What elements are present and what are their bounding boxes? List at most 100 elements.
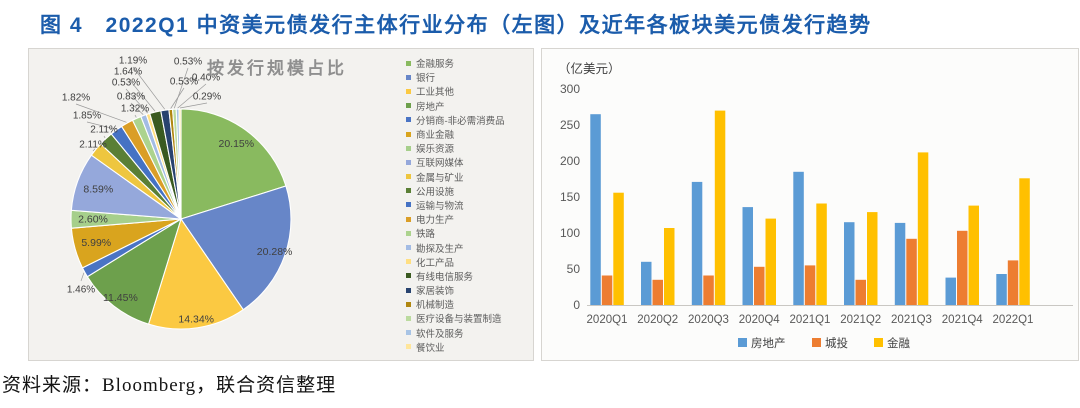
- pie-slice: [180, 185, 292, 311]
- legend-swatch: [406, 330, 411, 336]
- legend-swatch: [406, 273, 411, 279]
- bars: [590, 110, 1030, 305]
- pie-label: 0.40%: [192, 73, 220, 84]
- legend-swatch: [738, 338, 747, 347]
- pie-slice: [147, 217, 245, 330]
- pie-legend-item: 分销商-非必需消费品: [406, 113, 505, 127]
- leader-line: [125, 88, 148, 114]
- legend-label: 餐饮业: [416, 342, 445, 354]
- leader-line: [179, 102, 208, 109]
- legend-label: 分销商-非必需消费品: [416, 115, 505, 127]
- pie-legend-item: 化工产品: [406, 255, 505, 269]
- pie-legend-item: 勘探及生产: [406, 240, 505, 255]
- bar: [906, 238, 917, 305]
- pie-legend-item: 医疗设备与装置制造: [406, 311, 505, 325]
- pie-label: 1.19%: [119, 56, 147, 67]
- pie-label: 8.59%: [83, 183, 113, 195]
- pie-slice: [180, 108, 287, 220]
- legend-label: 娱乐资源: [416, 144, 455, 156]
- leader-line: [134, 114, 137, 118]
- legend-label: 房地产: [751, 336, 786, 350]
- leader-line: [127, 77, 156, 112]
- pie-legend-item: 软件及服务: [406, 326, 505, 340]
- pie-chart-title: 按发行规模占比: [207, 59, 347, 78]
- figure: 图 4 2022Q1 中资美元债发行主体行业分布（左图）及近年各板块美元债发行趋…: [2, 14, 1080, 396]
- legend-swatch: [406, 145, 411, 151]
- legend-swatch: [874, 338, 883, 347]
- bar: [996, 274, 1007, 305]
- legend-swatch: [406, 259, 411, 265]
- legend-swatch: [406, 230, 411, 236]
- bar: [703, 275, 714, 305]
- charts-row: 20.15% 20.28% 14.34% 11.45% 1.46% 5.99% 2.60% 8…: [28, 48, 1080, 361]
- bar: [816, 203, 827, 305]
- leader-line: [75, 103, 127, 123]
- bar: [742, 207, 753, 305]
- bar: [793, 171, 804, 305]
- legend-swatch: [406, 188, 411, 194]
- bar: [968, 205, 979, 305]
- legend-label: 房地产: [416, 101, 445, 113]
- legend-label: 铁路: [416, 229, 436, 241]
- y-tick-label: 300: [560, 82, 580, 96]
- pie-slice: [86, 217, 182, 325]
- legend-label: 公用设施: [416, 186, 455, 198]
- pie-label: 1.85%: [73, 111, 101, 122]
- legend-label: 电力生产: [416, 215, 455, 227]
- pie-label: 20.28%: [257, 246, 293, 258]
- x-category-label: 2020Q3: [688, 314, 729, 326]
- pie-label: 2.60%: [78, 214, 108, 226]
- legend-swatch: [406, 131, 411, 137]
- bar-chart: （亿美元） 0 50 100 150 200 250 300 2020Q1 2020Q2 2020Q…: [558, 61, 1073, 350]
- bar: [652, 279, 663, 305]
- legend-swatch: [406, 88, 411, 94]
- legend-label: 家居装饰: [416, 286, 455, 298]
- pie-legend-item: 铁路: [406, 226, 505, 240]
- legend-swatch: [406, 74, 411, 80]
- legend-swatch: [406, 117, 411, 123]
- bar: [601, 275, 613, 305]
- pie-chart: 20.15% 20.28% 14.34% 11.45% 1.46% 5.99% 2.60% 8…: [62, 56, 293, 330]
- x-category-label: 2020Q2: [637, 314, 678, 326]
- source-note: 资料来源：Bloomberg，联合资信整理: [2, 375, 337, 396]
- pie-label: 1.64%: [114, 67, 142, 78]
- bar: [867, 212, 878, 305]
- leader-line: [130, 102, 144, 115]
- pie-label: 14.34%: [178, 314, 214, 326]
- pie-label: 20.15%: [218, 138, 254, 150]
- axis-unit-label: （亿美元）: [558, 61, 621, 76]
- bar: [765, 218, 776, 305]
- bar: [613, 192, 624, 305]
- legend-swatch: [406, 301, 411, 307]
- leader-line: [92, 148, 96, 152]
- pie-label: 2.11%: [79, 140, 107, 151]
- pie-label: 0.53%: [174, 57, 202, 68]
- leader-line: [173, 67, 189, 109]
- leader-line: [177, 83, 207, 109]
- legend-label: 银行: [416, 73, 436, 85]
- leader-line: [132, 66, 165, 110]
- pie-label: 5.99%: [81, 237, 111, 249]
- y-tick-label: 200: [560, 154, 580, 168]
- pie-label: 1.32%: [121, 104, 149, 115]
- x-category-label: 2022Q1: [993, 314, 1034, 326]
- figure-title: 图 4 2022Q1 中资美元债发行主体行业分布（左图）及近年各板块美元债发行趋…: [40, 14, 872, 37]
- legend-label: 机械制造: [416, 300, 455, 312]
- pie-legend-item: 公用设施: [406, 184, 505, 198]
- legend-swatch: [406, 60, 411, 66]
- bar-legend: 房地产 城投 金融: [738, 336, 910, 350]
- pie-legend-item: 有线电信服务: [406, 269, 505, 283]
- x-category-label: 2021Q4: [942, 314, 984, 326]
- pie-legend-item: 金融服务: [406, 56, 505, 70]
- legend-swatch: [406, 103, 411, 109]
- pie-legend: 金融服务 银行 工业其他 房地产 分销商-非必需消费品 商业金融 娱乐资源 互联网媒体 金属与矿…: [406, 56, 505, 354]
- legend-label: 软件及服务: [416, 328, 464, 340]
- bar: [590, 114, 601, 305]
- pie-legend-item: 金属与矿业: [406, 170, 505, 184]
- bar: [691, 181, 703, 305]
- legend-swatch: [406, 315, 411, 321]
- y-tick-label: 150: [560, 190, 580, 204]
- bar: [917, 152, 929, 305]
- bar: [894, 222, 906, 305]
- legend-swatch: [406, 174, 411, 180]
